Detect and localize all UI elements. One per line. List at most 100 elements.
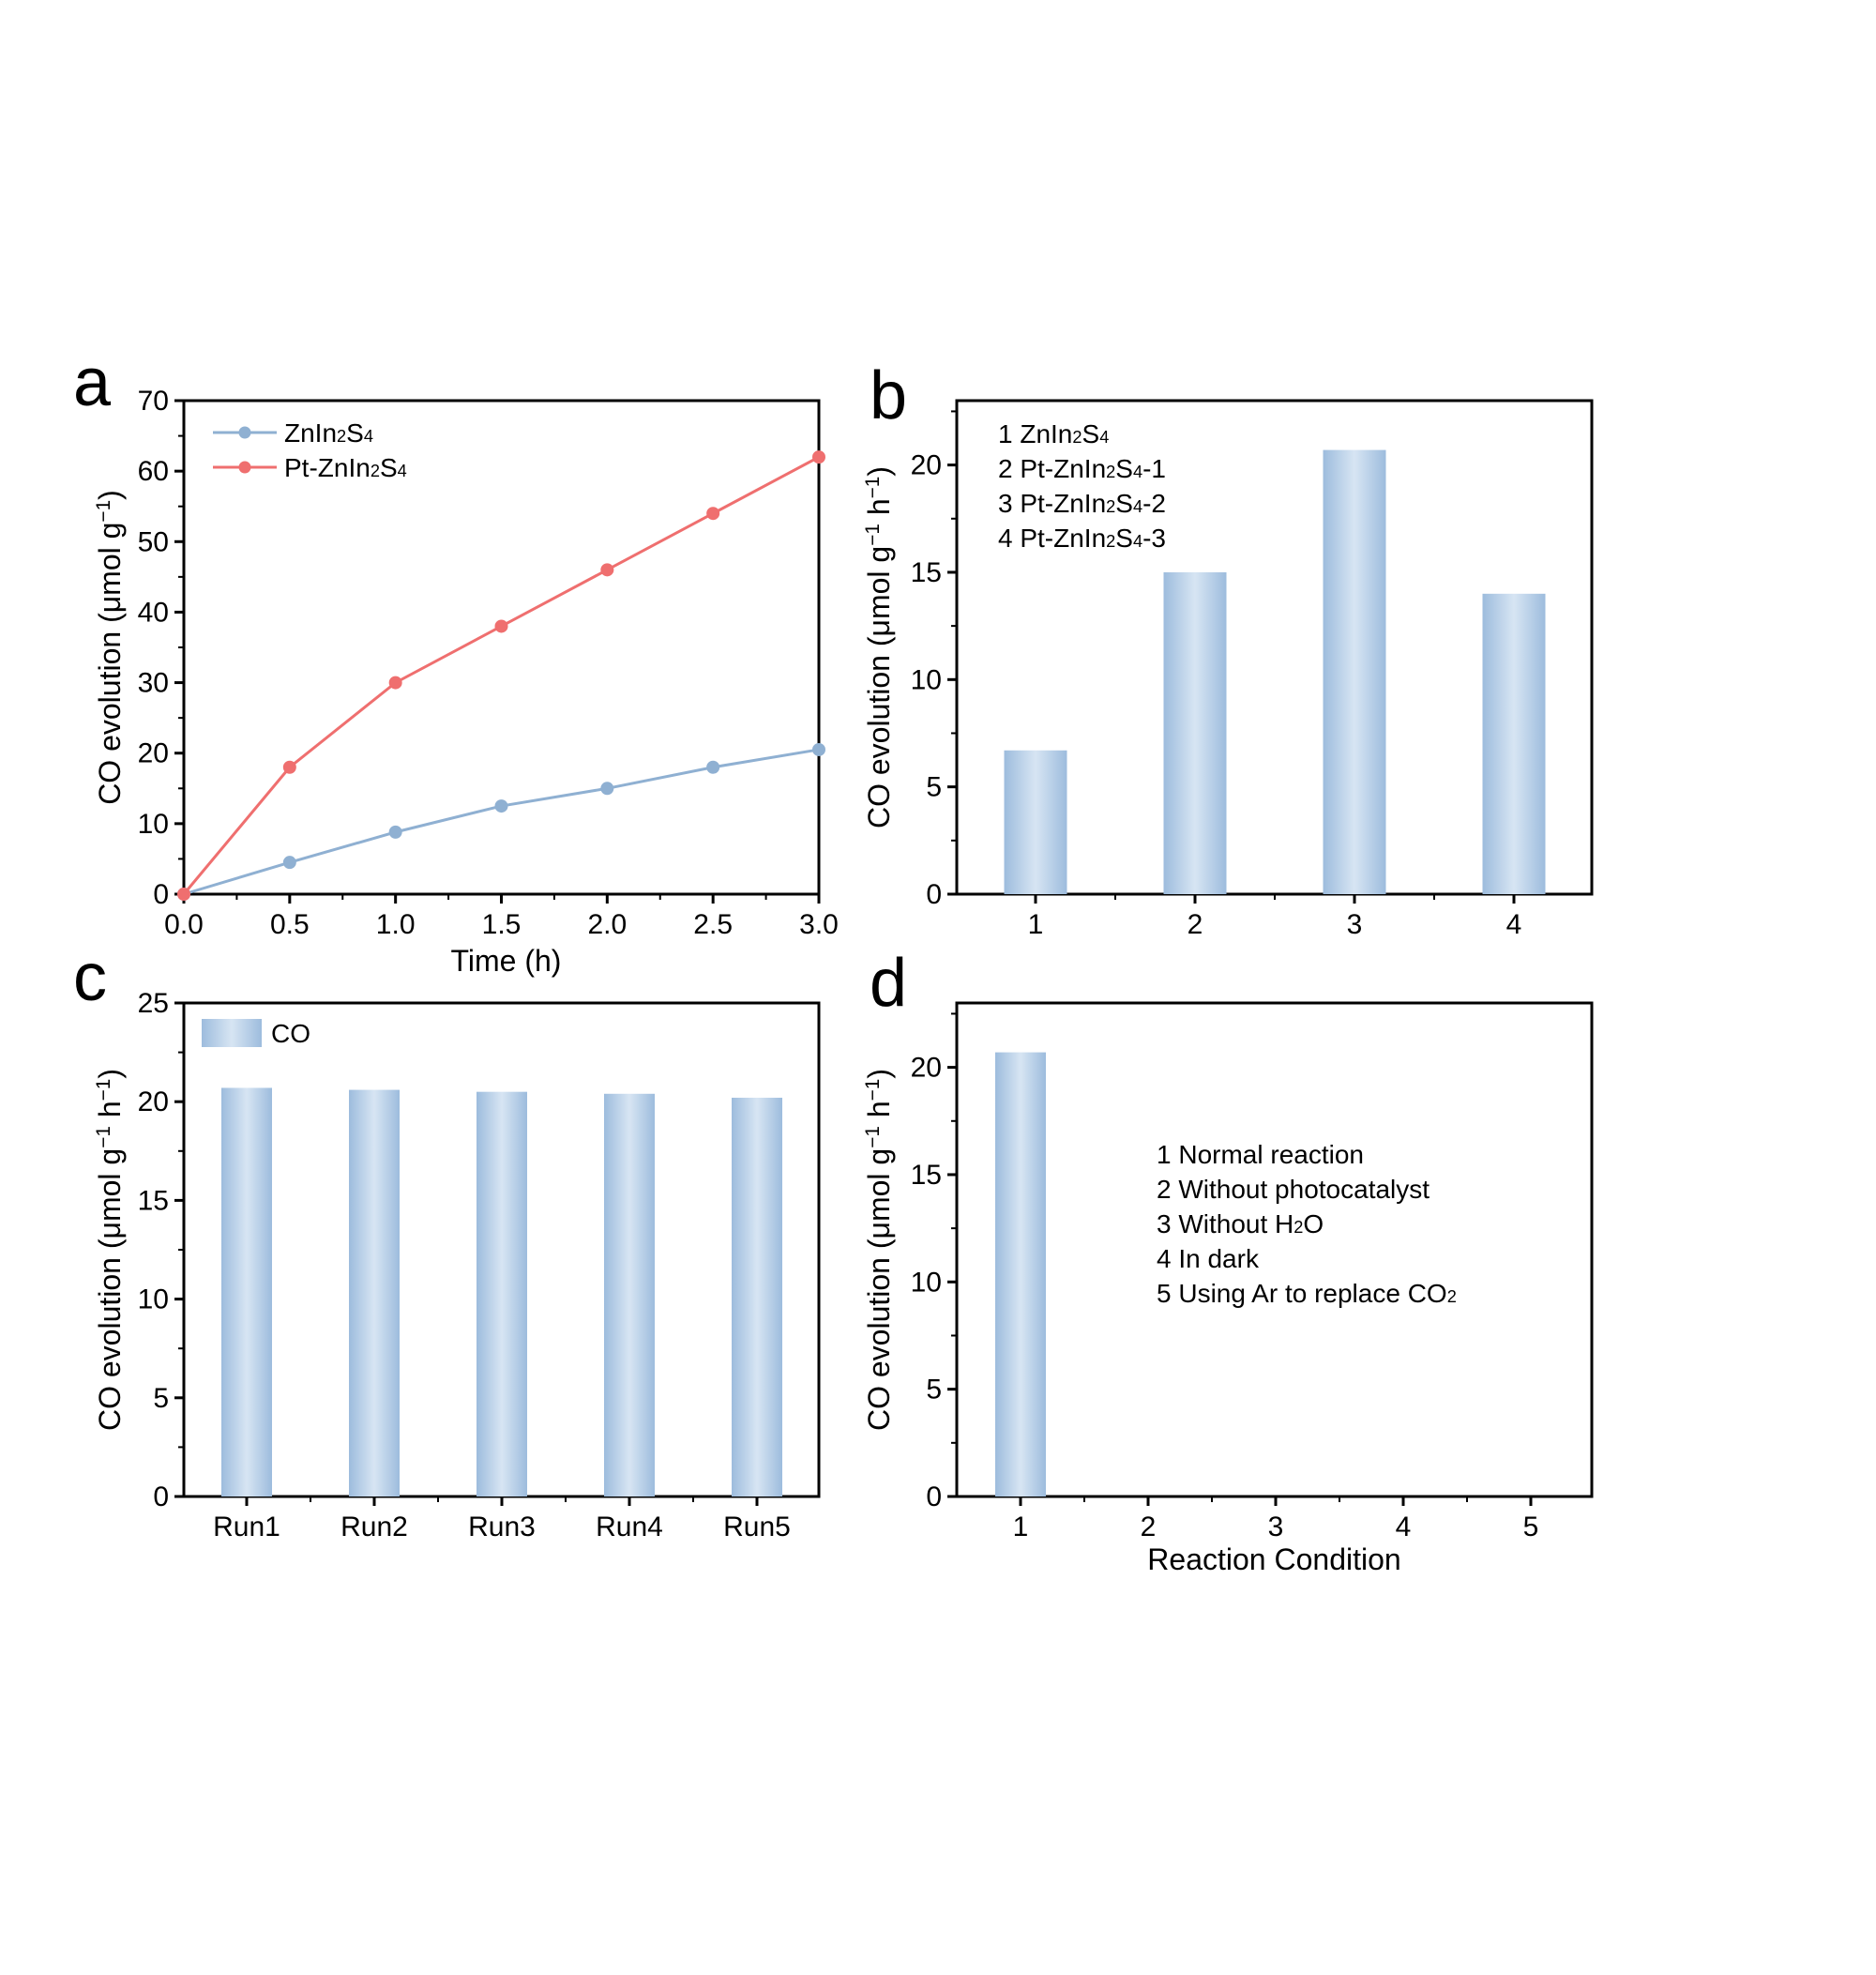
panel-letter-c: c <box>73 940 107 1015</box>
y-tick-label: 30 <box>138 668 169 699</box>
y-tick-label: 70 <box>138 386 169 417</box>
legend-label: CO <box>271 1019 310 1048</box>
y-tick-label: 40 <box>138 597 169 628</box>
panel-a-line-chart: a 0 10 20 30 40 50 60 70 CO evolution (μmol g−1) 0… <box>73 345 839 978</box>
y-tick-label: 0 <box>153 879 169 910</box>
legend-entry: 2 Without photocatalyst <box>1157 1175 1430 1204</box>
legend-entry: 4 In dark <box>1157 1244 1260 1273</box>
x-tick-label: 0.5 <box>270 909 310 940</box>
y-axis-title: CO evolution (μmol g−1 h−1) <box>862 1069 897 1431</box>
y-tick-label: 25 <box>138 988 169 1019</box>
y-tick-label: 15 <box>911 557 942 588</box>
y-tick-label: 20 <box>138 1086 169 1117</box>
x-tick-label: Run1 <box>213 1512 280 1542</box>
plot-frame <box>955 1001 1594 1498</box>
panel-letter-a: a <box>73 345 112 420</box>
x-tick-label: 3 <box>1268 1512 1284 1542</box>
data-point <box>282 856 296 870</box>
x-axis-title: Reaction Condition <box>1147 1542 1400 1576</box>
panel-letter-d: d <box>870 946 907 1021</box>
x-tick-label: 3.0 <box>799 909 839 940</box>
panel-d-bar-chart: d 0 5 10 15 20 CO evolution (μmol g−1 h−1) 1 2 3 4… <box>862 946 1594 1576</box>
y-axis-title: CO evolution (μmol g−1 h−1) <box>93 1069 128 1431</box>
x-tick-label: 1 <box>1028 909 1044 940</box>
bar <box>1163 571 1227 894</box>
legend-entry: 3 Without H2O <box>1157 1209 1324 1238</box>
panel-c-bar-chart: c 0 5 10 15 20 25 CO evolution (μmol g−1 h−1) Ru… <box>73 940 821 1542</box>
x-tick-label: 0.0 <box>164 909 204 940</box>
legend-entry: 1 Normal reaction <box>1157 1140 1364 1169</box>
bar <box>1004 750 1067 894</box>
y-tick-label: 15 <box>911 1160 942 1191</box>
data-point <box>388 825 402 839</box>
x-tick-label: Run2 <box>340 1512 408 1542</box>
x-tick-label: 1.0 <box>376 909 416 940</box>
y-tick-label: 20 <box>911 450 942 481</box>
legend-swatch <box>202 1019 262 1047</box>
data-point <box>812 450 825 464</box>
x-tick-label: 2.5 <box>693 909 733 940</box>
x-tick-label: 4 <box>1396 1512 1412 1542</box>
y-tick-label: 15 <box>138 1185 169 1216</box>
data-point <box>600 563 614 577</box>
data-point <box>600 782 614 796</box>
y-tick-label: 60 <box>138 456 169 487</box>
bar <box>349 1089 400 1496</box>
y-axis-title: CO evolution (μmol g−1) <box>93 490 128 805</box>
legend-entry: 3 Pt-ZnIn2S4-2 <box>998 489 1166 518</box>
legend-label: ZnIn2S4 <box>284 418 373 448</box>
y-tick-label: 10 <box>911 664 942 695</box>
y-tick-label: 5 <box>926 1375 942 1405</box>
x-tick-label: 1 <box>1013 1512 1029 1542</box>
series-line <box>182 455 820 895</box>
legend-entry: 4 Pt-ZnIn2S4-3 <box>998 524 1166 553</box>
bar <box>604 1093 655 1496</box>
x-tick-label: 1.5 <box>482 909 522 940</box>
y-tick-label: 0 <box>926 879 942 910</box>
x-tick-label: Run3 <box>468 1512 536 1542</box>
legend-label: Pt-ZnIn2S4 <box>284 453 407 482</box>
x-tick-label: 2 <box>1188 909 1203 940</box>
y-tick-label: 0 <box>926 1481 942 1512</box>
x-tick-label: 2 <box>1141 1512 1157 1542</box>
bar <box>221 1087 272 1496</box>
x-axis-title: Time (h) <box>451 944 562 978</box>
data-point <box>282 760 296 774</box>
y-tick-label: 10 <box>138 1284 169 1315</box>
y-tick-label: 20 <box>911 1053 942 1084</box>
bar <box>477 1091 527 1496</box>
y-tick-label: 5 <box>153 1383 169 1414</box>
x-tick-label: 4 <box>1506 909 1522 940</box>
panel-letter-b: b <box>870 358 907 433</box>
x-tick-label: 2.0 <box>587 909 627 940</box>
data-point <box>706 760 720 774</box>
bar <box>732 1097 782 1496</box>
series-line <box>183 748 820 896</box>
y-tick-label: 10 <box>138 809 169 840</box>
data-point <box>494 619 508 633</box>
plot-frame <box>182 399 821 896</box>
data-point <box>177 888 190 901</box>
legend-entry: 1 ZnIn2S4 <box>998 419 1109 448</box>
data-point <box>494 799 508 813</box>
bar <box>1323 449 1386 894</box>
bar <box>995 1052 1046 1496</box>
legend-marker <box>238 461 251 474</box>
legend-marker <box>238 426 251 439</box>
data-point <box>812 742 825 756</box>
x-tick-label: 5 <box>1523 1512 1539 1542</box>
data-point <box>706 507 720 521</box>
data-point <box>388 676 402 690</box>
x-tick-label: 3 <box>1347 909 1363 940</box>
x-tick-label: Run5 <box>723 1512 791 1542</box>
bar <box>1482 593 1546 894</box>
panel-b-bar-chart: b 0 5 10 15 20 CO evolution (μmol g−1 h−1) 1 2 3 4… <box>862 358 1594 940</box>
y-tick-label: 50 <box>138 526 169 557</box>
y-tick-label: 20 <box>138 738 169 769</box>
legend-entry: 2 Pt-ZnIn2S4-1 <box>998 454 1166 483</box>
legend-entry: 5 Using Ar to replace CO2 <box>1157 1279 1457 1308</box>
x-tick-label: Run4 <box>596 1512 663 1542</box>
y-tick-label: 5 <box>926 772 942 803</box>
y-tick-label: 0 <box>153 1481 169 1512</box>
